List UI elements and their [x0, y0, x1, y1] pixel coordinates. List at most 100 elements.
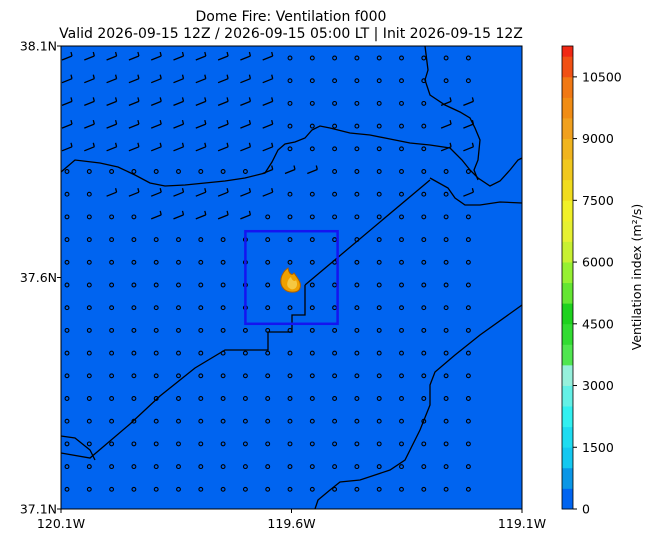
wind-barb-shaft: [195, 146, 207, 152]
colorbar-label: Ventilation index (m²/s): [629, 204, 644, 350]
calm-wind-circle: [421, 327, 427, 333]
wind-barb-flag: [92, 119, 95, 125]
calm-wind-circle: [265, 282, 271, 288]
wind-barb: [150, 188, 162, 197]
wind-barb-shaft: [195, 214, 207, 220]
calm-wind-circle: [421, 214, 427, 220]
calm-wind-circle: [153, 237, 159, 243]
calm-wind-circle: [465, 464, 471, 470]
calm-wind-circle: [309, 146, 315, 152]
calm-wind-circle: [131, 418, 137, 424]
wind-barb-shaft: [307, 168, 318, 175]
wind-barb: [128, 188, 140, 197]
y-tick-label-2: 38.1N: [20, 39, 57, 54]
calm-wind-circle: [176, 396, 181, 401]
calm-wind-circle: [220, 237, 226, 243]
wind-barb: [262, 74, 274, 84]
calm-wind-circle: [287, 350, 293, 356]
y-tick-label-0: 37.1N: [20, 502, 57, 517]
wind-barb-shaft: [106, 191, 117, 197]
calm-wind-circle: [465, 350, 471, 356]
calm-wind-circle: [198, 373, 204, 379]
wind-barb-shaft: [217, 100, 229, 107]
calm-wind-circle: [86, 418, 92, 424]
x-tick-label-0: 120.1W: [37, 516, 85, 531]
fire-icon: [280, 267, 301, 293]
calm-wind-circle: [86, 441, 92, 447]
wind-barb-flag: [137, 188, 140, 193]
colorbar-tick-label-0: 0: [582, 502, 590, 517]
calm-wind-circle: [198, 259, 204, 265]
county-border-east: [424, 45, 481, 181]
calm-wind-circle: [220, 305, 226, 311]
calm-wind-circle: [421, 373, 427, 379]
calm-wind-circle: [287, 486, 293, 492]
colorbar-segment-17: [562, 138, 573, 160]
wind-barb-flag: [137, 97, 140, 102]
calm-wind-circle: [109, 282, 115, 288]
calm-wind-circle: [176, 282, 181, 288]
calm-wind-circle: [421, 464, 427, 470]
wind-barb-flag: [293, 165, 296, 170]
calm-wind-circle: [265, 259, 271, 265]
calm-wind-circle: [131, 441, 137, 447]
calm-wind-circle: [354, 78, 360, 84]
calm-wind-circle: [421, 169, 427, 174]
wind-barb-flag: [70, 51, 73, 57]
calm-wind-circle: [176, 237, 181, 243]
calm-wind-circle: [176, 486, 181, 492]
calm-wind-circle: [399, 282, 404, 288]
calm-wind-circle: [465, 327, 471, 333]
wind-barb: [61, 119, 73, 129]
wind-barb-shaft: [240, 146, 251, 152]
calm-wind-circle: [287, 373, 293, 379]
wind-barb: [150, 142, 162, 152]
calm-wind-circle: [131, 237, 137, 243]
calm-wind-circle: [109, 350, 115, 356]
wind-barb-shaft: [150, 78, 162, 84]
wind-barb-shaft: [84, 123, 95, 129]
calm-wind-circle: [376, 418, 382, 424]
calm-wind-circle: [399, 396, 404, 401]
calm-wind-circle: [465, 78, 471, 84]
calm-wind-circle: [376, 259, 382, 265]
wind-barb-shaft: [173, 55, 184, 61]
calm-wind-circle: [265, 418, 271, 424]
colorbar-segment-18: [562, 118, 573, 139]
calm-wind-circle: [265, 486, 271, 492]
calm-wind-circle: [287, 418, 293, 424]
county-border-diagonal-lower: [60, 285, 306, 459]
calm-wind-circle: [220, 486, 226, 492]
wind-barb-shaft: [150, 100, 162, 107]
calm-wind-circle: [309, 100, 315, 106]
wind-barb-flag: [159, 74, 162, 79]
county-border-southeast: [314, 304, 523, 510]
calm-wind-circle: [64, 191, 70, 197]
county-border-north: [60, 125, 523, 187]
calm-wind-circle: [109, 305, 115, 311]
calm-wind-circle: [332, 55, 338, 61]
calm-wind-circle: [421, 191, 427, 197]
wind-barb-flag: [271, 165, 274, 170]
wind-barb-shaft: [173, 146, 184, 152]
colorbar-segment-13: [562, 220, 573, 242]
county-border-west: [60, 435, 96, 461]
colorbar-segment-10: [562, 282, 573, 304]
calm-wind-circle: [265, 396, 271, 401]
wind-barb-flag: [449, 119, 452, 125]
wind-barb-flag: [114, 119, 118, 125]
calm-wind-circle: [109, 327, 115, 333]
calm-wind-circle: [399, 441, 404, 447]
calm-wind-circle: [332, 441, 338, 447]
calm-wind-circle: [131, 350, 137, 356]
wind-barb-shaft: [61, 146, 73, 152]
calm-wind-circle: [465, 259, 471, 265]
calm-wind-circle: [109, 441, 115, 447]
calm-wind-circle: [421, 441, 427, 447]
calm-wind-circle: [64, 237, 70, 243]
calm-wind-circle: [198, 418, 204, 424]
calm-wind-circle: [64, 214, 70, 220]
calm-wind-circle: [421, 237, 427, 243]
calm-wind-circle: [399, 237, 404, 243]
wind-barb-shaft: [84, 146, 95, 152]
